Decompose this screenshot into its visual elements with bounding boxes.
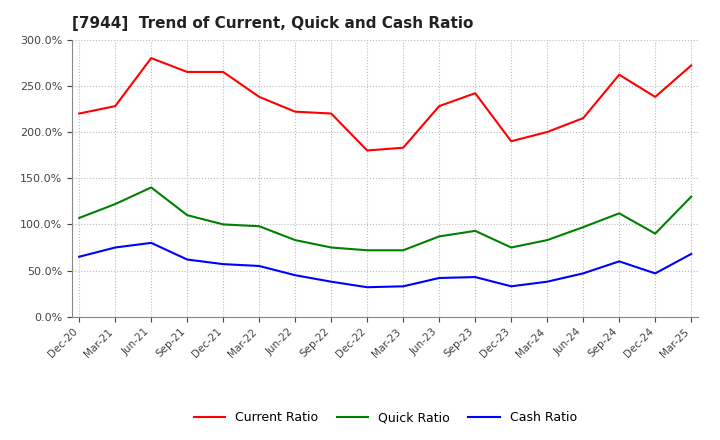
Cash Ratio (615, 259, 624, 264)
Cash Ratio (111, 245, 120, 250)
Cash Ratio (75, 254, 84, 259)
Cash Ratio (579, 271, 588, 276)
Current Ratio (615, 72, 624, 77)
Cash Ratio (219, 261, 228, 267)
Quick Ratio (327, 245, 336, 250)
Line: Quick Ratio: Quick Ratio (79, 187, 691, 250)
Quick Ratio (507, 245, 516, 250)
Quick Ratio (219, 222, 228, 227)
Current Ratio (291, 109, 300, 114)
Current Ratio (111, 103, 120, 109)
Cash Ratio (147, 240, 156, 246)
Quick Ratio (579, 224, 588, 230)
Quick Ratio (471, 228, 480, 234)
Current Ratio (399, 145, 408, 150)
Quick Ratio (291, 238, 300, 243)
Current Ratio (687, 63, 696, 68)
Cash Ratio (651, 271, 660, 276)
Quick Ratio (183, 213, 192, 218)
Cash Ratio (399, 284, 408, 289)
Cash Ratio (327, 279, 336, 284)
Quick Ratio (687, 194, 696, 199)
Current Ratio (327, 111, 336, 116)
Cash Ratio (507, 284, 516, 289)
Current Ratio (507, 139, 516, 144)
Cash Ratio (687, 251, 696, 257)
Current Ratio (435, 103, 444, 109)
Current Ratio (147, 55, 156, 61)
Cash Ratio (435, 275, 444, 281)
Cash Ratio (543, 279, 552, 284)
Current Ratio (219, 69, 228, 74)
Current Ratio (651, 94, 660, 99)
Legend: Current Ratio, Quick Ratio, Cash Ratio: Current Ratio, Quick Ratio, Cash Ratio (189, 406, 582, 429)
Current Ratio (363, 148, 372, 153)
Quick Ratio (651, 231, 660, 236)
Quick Ratio (147, 185, 156, 190)
Current Ratio (543, 129, 552, 135)
Cash Ratio (255, 263, 264, 268)
Cash Ratio (183, 257, 192, 262)
Quick Ratio (435, 234, 444, 239)
Line: Cash Ratio: Cash Ratio (79, 243, 691, 287)
Cash Ratio (471, 275, 480, 280)
Quick Ratio (111, 202, 120, 207)
Quick Ratio (363, 248, 372, 253)
Current Ratio (75, 111, 84, 116)
Quick Ratio (399, 248, 408, 253)
Quick Ratio (543, 238, 552, 243)
Cash Ratio (291, 272, 300, 278)
Cash Ratio (363, 285, 372, 290)
Line: Current Ratio: Current Ratio (79, 58, 691, 150)
Quick Ratio (255, 224, 264, 229)
Text: [7944]  Trend of Current, Quick and Cash Ratio: [7944] Trend of Current, Quick and Cash … (72, 16, 473, 32)
Current Ratio (255, 94, 264, 99)
Quick Ratio (75, 215, 84, 220)
Current Ratio (579, 115, 588, 121)
Current Ratio (183, 69, 192, 74)
Quick Ratio (615, 211, 624, 216)
Current Ratio (471, 91, 480, 96)
